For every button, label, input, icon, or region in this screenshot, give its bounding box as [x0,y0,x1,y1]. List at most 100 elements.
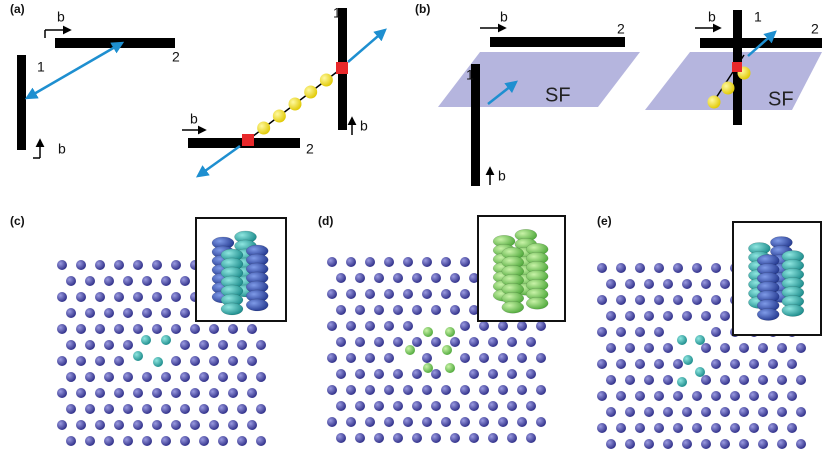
atom [701,407,711,417]
atom [597,263,607,273]
atom [336,305,346,315]
atom [85,276,95,286]
atom [384,353,394,363]
atom [644,439,654,449]
atom [365,321,375,331]
atom [76,292,86,302]
defect-atom [133,351,143,361]
atom [95,260,105,270]
atom [104,436,114,446]
atom [142,308,152,318]
atom [673,263,683,273]
atom [304,86,317,99]
atom [606,343,616,353]
atom [441,289,451,299]
atom [507,337,517,347]
atom [209,420,219,430]
lattice [327,216,565,443]
atom [374,337,384,347]
atom [133,292,143,302]
atom [517,321,527,331]
panel-label: (a) [10,2,25,16]
atom [720,375,730,385]
atom [327,385,337,395]
atom [635,423,645,433]
atom [412,433,422,443]
atom [777,407,787,417]
defect-atom [683,355,693,365]
atom [384,321,394,331]
annotation: b [190,111,198,127]
atom [730,359,740,369]
atom [355,401,365,411]
atom [787,423,797,433]
atom [346,289,356,299]
atom [635,295,645,305]
atom [346,321,356,331]
atom [431,273,441,283]
atom [171,356,181,366]
annotation: b [57,9,65,25]
atom [393,401,403,411]
atom [460,321,470,331]
atom [393,433,403,443]
annotation: 1 [754,9,762,25]
atom [654,327,664,337]
lattice [597,222,821,449]
atom [171,260,181,270]
atom [739,439,749,449]
atom [644,279,654,289]
atom [654,263,664,273]
atom [720,343,730,353]
atom [199,340,209,350]
atom [247,420,257,430]
atom [123,276,133,286]
atom [365,385,375,395]
atom [616,423,626,433]
defect-atom [677,335,687,345]
atom [346,257,356,267]
atom [711,359,721,369]
atom [289,98,302,111]
atom [692,295,702,305]
atom [787,391,797,401]
atom [616,327,626,337]
partial-node [242,134,254,146]
atom [441,257,451,267]
figure: (a)b21b1bb2(b)b21SFbb12SF(c)(d)(e) [0,0,822,449]
atom [190,324,200,334]
atom [114,292,124,302]
atom [720,439,730,449]
atom [450,273,460,283]
atom [133,420,143,430]
atom [355,337,365,347]
atom [85,308,95,318]
atom [218,404,228,414]
inset-disc [221,303,243,315]
atom [739,375,749,385]
atom [365,353,375,363]
atom [95,292,105,302]
annotation: SF [768,88,794,110]
atom [469,401,479,411]
inset-disc [526,297,548,309]
atom [104,340,114,350]
atom [441,417,451,427]
atom [190,356,200,366]
atom [171,388,181,398]
panel-label: (b) [415,2,430,16]
atom [682,311,692,321]
atom [336,433,346,443]
atom [768,391,778,401]
atom [460,257,470,267]
atom [422,289,432,299]
atom [374,369,384,379]
atom [66,308,76,318]
atom [85,340,95,350]
atom [431,305,441,315]
atom [209,324,219,334]
atom [663,407,673,417]
atom [412,401,422,411]
atom [796,439,806,449]
atom [663,375,673,385]
